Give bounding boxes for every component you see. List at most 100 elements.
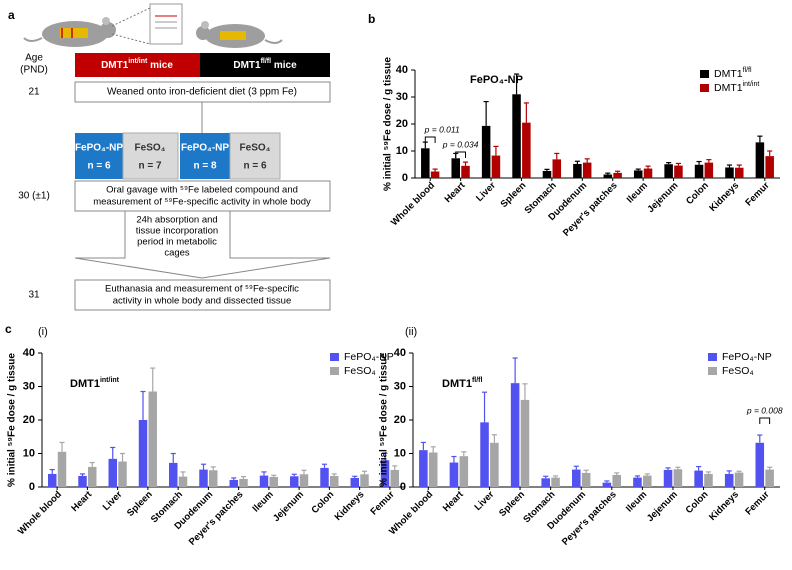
step-text: Euthanasia and measurement of ⁵⁹Fe-speci… (105, 284, 299, 295)
bar (360, 474, 369, 487)
step-box (74, 279, 331, 311)
x-tick-label: Spleen (497, 489, 527, 519)
mouse-icon (23, 17, 116, 47)
y-tick-label: 30 (394, 380, 406, 392)
treatment-label: FePO₄-NP (75, 143, 123, 154)
bar (57, 451, 67, 487)
bar (542, 170, 552, 178)
chart-title-sup: fl/fl (472, 377, 483, 384)
legend-label: FeSO₄ (722, 365, 754, 377)
bar (755, 442, 765, 487)
bar (88, 466, 97, 487)
bar (582, 162, 592, 178)
mouse-icon (196, 21, 283, 48)
y-tick-label: 10 (396, 145, 408, 157)
step-text: activity in whole body and dissected tis… (113, 296, 292, 307)
legend-label: DMT1int/int (714, 81, 759, 93)
legend-label-main: FeSO₄ (722, 365, 754, 377)
legend-swatch (708, 367, 717, 375)
x-tick-label: Kidneys (333, 489, 367, 523)
bar (510, 383, 520, 487)
bar (148, 391, 157, 487)
bar (602, 482, 612, 487)
x-tick-label: Heart (69, 489, 95, 515)
bar (643, 168, 653, 178)
legend-label-main: DMT1 (714, 68, 743, 80)
bar (522, 122, 531, 178)
bar (461, 165, 470, 178)
bar (664, 164, 673, 178)
bar (755, 142, 765, 178)
panel-label: c (5, 322, 12, 336)
legend-label-main: FeSO₄ (344, 365, 376, 377)
y-axis-label: % initial ⁵⁹Fe dose / g tissue (7, 353, 18, 487)
chart-title: DMT1fl/fl (442, 377, 483, 390)
bar (209, 470, 218, 487)
legend-swatch (330, 367, 339, 375)
bar (491, 155, 501, 178)
x-tick-label: Whole blood (16, 489, 64, 537)
step-text: Weaned onto iron-deficient diet (3 ppm F… (107, 87, 297, 98)
bar-chart: c (i) DMT1int/int % initial ⁵⁹Fe dose / g t… (5, 322, 405, 548)
step-text: cages (164, 248, 190, 259)
y-tick-label: 30 (23, 380, 35, 392)
step-text: measurement of ⁵⁹Fe-specific activity in… (93, 197, 311, 208)
step-text: 24h absorption and (136, 215, 217, 226)
step-text: tissue incorporation (136, 226, 218, 237)
y-tick-label: 40 (396, 64, 408, 76)
bar (421, 148, 430, 178)
chart-title-main: DMT1 (442, 378, 472, 390)
x-tick-label: Heart (441, 489, 467, 515)
legend-swatch (330, 353, 339, 361)
bar (734, 472, 744, 487)
bar (459, 456, 469, 487)
bar (724, 473, 734, 487)
bar (633, 170, 643, 178)
bar (633, 477, 642, 487)
bar (350, 477, 359, 487)
x-tick-label: Peyer's patches (561, 180, 620, 239)
chart-title-main: DMT1 (70, 378, 100, 390)
bar (490, 442, 499, 487)
x-tick-label: Colon (684, 180, 711, 207)
treatment-label: FePO₄-NP (181, 143, 229, 154)
y-axis-label: % initial ⁵⁹Fe dose / g tissue (379, 353, 390, 487)
bar (259, 475, 269, 487)
chart-title-main: FePO₄-NP (470, 74, 523, 86)
age-label: Age (25, 53, 43, 64)
legend-swatch (700, 84, 709, 92)
chart-title-sup: int/int (100, 377, 120, 384)
bar (704, 473, 713, 487)
treatment-label: FeSO₄ (135, 143, 166, 154)
x-tick-label: Femur (743, 180, 772, 209)
y-tick-label: 0 (402, 172, 408, 184)
bar (512, 94, 521, 178)
bar (694, 164, 704, 178)
x-tick-label: Peyer's patches (560, 489, 619, 548)
y-tick-label: 20 (396, 118, 408, 130)
treatment-n: n = 6 (243, 161, 267, 172)
x-tick-label: Peyer's patches (187, 489, 246, 548)
bar (48, 473, 57, 487)
bar (430, 171, 440, 178)
chart-title: DMT1int/int (70, 377, 120, 390)
treatment-n: n = 6 (87, 161, 111, 172)
step-text: period in metabolic (137, 237, 217, 248)
legend-swatch (700, 70, 709, 78)
annotation: p = 0.034 (442, 139, 479, 149)
bar (674, 165, 683, 178)
bar (573, 163, 582, 178)
group-box (200, 53, 330, 77)
y-tick-label: 0 (400, 481, 406, 493)
panel-label: a (8, 8, 15, 22)
group-box (75, 53, 200, 77)
x-tick-label: Kidneys (707, 489, 741, 523)
legend-label: FeSO₄ (344, 365, 376, 377)
legend-label-main: FePO₄-NP (344, 351, 394, 363)
treatment-box (122, 132, 179, 180)
bar (390, 469, 399, 487)
legend-label: DMT1fl/fl (714, 67, 752, 79)
bar (118, 461, 127, 487)
treatment-box (180, 133, 230, 179)
chart-title: FePO₄-NP (470, 74, 523, 86)
